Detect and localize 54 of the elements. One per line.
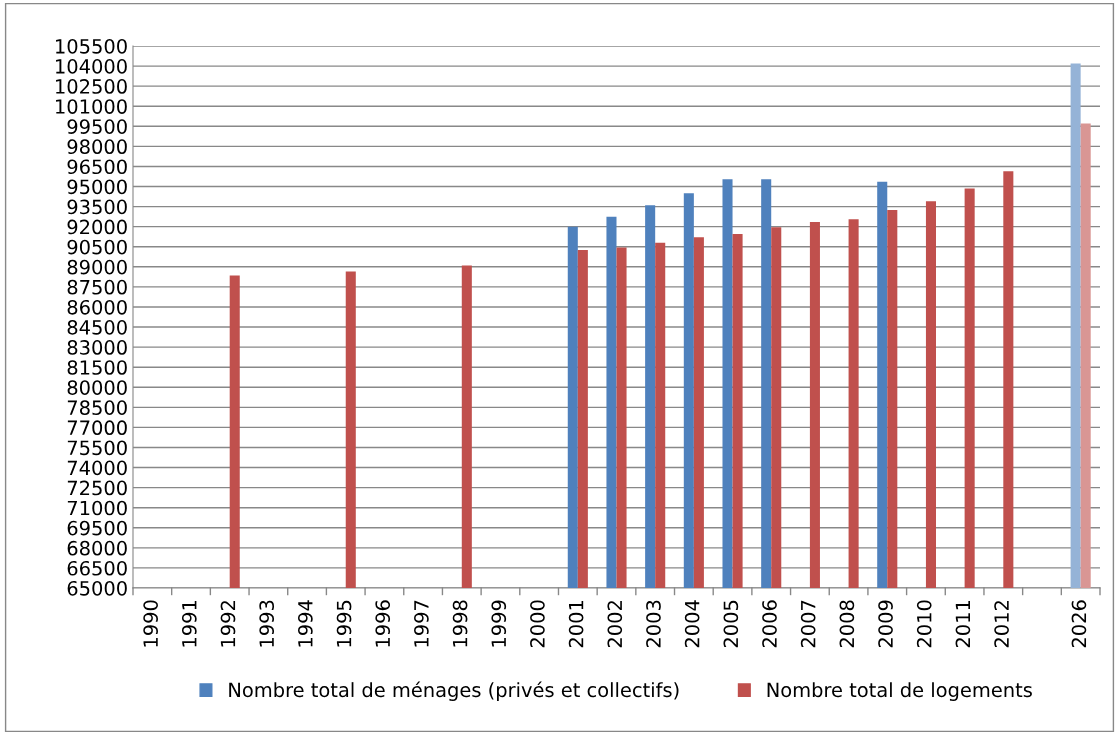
x-tick-label: 1991 [181, 600, 197, 647]
x-tick-label: 2010 [916, 600, 932, 648]
x-tick-label: 1994 [297, 600, 313, 647]
y-tick-label: 104000 [56, 59, 127, 74]
x-tick-label: 2011 [955, 600, 971, 648]
x-tick-label: 2006 [762, 600, 777, 648]
y-tick-label: 84500 [67, 319, 127, 335]
x-tick-label: 1995 [336, 600, 352, 647]
x-tick-label: 2002 [607, 601, 623, 648]
y-tick-label: 102500 [56, 79, 127, 94]
x-tick-label: 1999 [491, 600, 507, 647]
x-tick-label: 2007 [800, 600, 816, 648]
y-tick-label: 96500 [67, 159, 127, 175]
y-tick-label: 74000 [67, 460, 127, 476]
legend-label: Nombre total de logements [767, 682, 1032, 701]
x-tick-label: 2009 [878, 600, 893, 648]
y-tick-label: 72500 [67, 480, 127, 496]
x-tick-label: 2000 [530, 600, 545, 648]
y-tick-label: 89000 [67, 259, 127, 275]
y-tick-label: 77000 [67, 420, 127, 436]
x-tick-label: 1996 [375, 600, 391, 647]
x-tick-label: 2003 [646, 600, 661, 648]
y-tick-label: 81500 [67, 360, 127, 375]
y-tick-label: 80000 [67, 380, 127, 395]
y-tick-label: 90500 [67, 239, 127, 255]
x-tick-label: 2026 [1071, 600, 1087, 648]
y-tick-label: 101000 [56, 99, 127, 114]
x-tick-label: 1997 [414, 600, 429, 647]
x-tick-label: 2012 [994, 601, 1009, 648]
y-tick-label: 87500 [67, 279, 127, 295]
x-tick-label: 1998 [452, 600, 468, 647]
y-tick-label: 68000 [67, 540, 127, 556]
x-tick-label: 2005 [723, 600, 739, 648]
y-tick-label: 83000 [67, 340, 127, 355]
y-tick-label: 75500 [67, 440, 127, 456]
y-tick-label: 99500 [67, 119, 127, 134]
y-tick-label: 86000 [67, 299, 127, 315]
y-tick-label: 98000 [67, 139, 127, 155]
legend-label: Nombre total de ménages (privés et collectifs) [229, 681, 679, 701]
y-tick-label: 65000 [67, 580, 127, 596]
y-tick-label: 92000 [67, 219, 127, 235]
y-tick-label: 105500 [56, 38, 127, 54]
x-tick-label: 2008 [839, 600, 855, 648]
y-tick-label: 66500 [67, 560, 127, 576]
x-tick-label: 2004 [684, 600, 700, 648]
y-tick-label: 95000 [67, 179, 127, 195]
x-tick-label: 1990 [143, 600, 158, 647]
x-tick-label: 1992 [220, 601, 236, 647]
x-tick-label: 2001 [568, 600, 584, 648]
y-tick-label: 71000 [67, 500, 127, 516]
y-tick-label: 93500 [67, 199, 127, 215]
y-tick-label: 78500 [67, 400, 127, 415]
x-tick-label: 1993 [259, 600, 275, 647]
y-tick-label: 69500 [67, 520, 127, 536]
